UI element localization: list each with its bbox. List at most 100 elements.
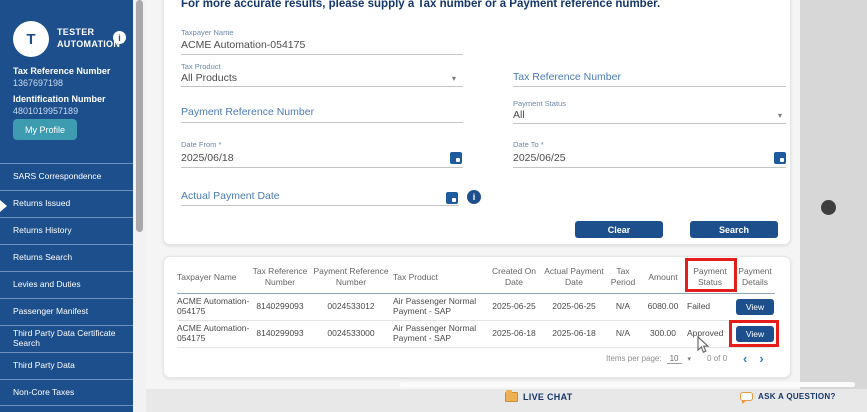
cell-tax-product: Air Passenger Normal Payment - SAP [393,296,477,316]
ask-a-question-label: ASK A QUESTION? [758,392,836,401]
column-payment-details: Payment Details [738,266,772,287]
cell-tax-period: N/A [615,301,631,312]
sidebar-item-passenger-manifest[interactable]: Passenger Manifest [0,298,133,325]
cell-tax-product: Air Passenger Normal Payment - SAP [393,323,477,343]
horizontal-scrollbar[interactable] [400,382,855,387]
page-range: 0 of 0 [707,354,728,363]
vertical-scrollbar-thumb[interactable] [136,0,143,232]
items-per-page-select[interactable]: 10 [666,354,682,364]
clear-button[interactable]: Clear [575,221,663,238]
table-header-divider [177,293,775,294]
sidebar-item-levies-and-duties[interactable]: Levies and Duties [0,271,133,298]
actual-payment-date-input[interactable]: Actual Payment Date [181,190,280,202]
cell-amount: 300.00 [650,328,676,339]
column-amount: Amount [648,271,678,282]
identification-value: 4801019957189 [13,106,79,116]
column-payment-reference-number: Payment Reference Number [313,266,389,287]
sidebar-item-returns-history[interactable]: Returns History [0,217,133,244]
speech-bubble-icon [740,392,753,404]
date-from-label: Date From * [181,140,222,149]
cell-actual-payment-date: 2025-06-18 [552,328,596,339]
taxpayer-name-input[interactable]: ACME Automation-054175 [181,39,306,51]
sidebar-item-sars-correspondence[interactable]: SARS Correspondence [0,163,133,190]
form-heading: For more accurate results, please supply… [181,0,661,10]
cell-amount: 6080.00 [647,301,679,312]
live-chat-icon [505,390,518,402]
column-tax-product: Tax Product [393,271,438,282]
payment-status-label: Payment Status [513,99,566,108]
sidebar-item-returns-search[interactable]: Returns Search [0,244,133,271]
payment-reference-number-underline [181,122,463,123]
column-tax-period: Tax Period [610,266,636,287]
table-row: ACME Automation-054175 8140299093 002453… [177,294,775,321]
cell-tax-reference: 8140299093 [256,328,304,339]
vertical-scrollbar[interactable] [133,0,146,412]
cell-tax-period: N/A [615,328,631,339]
my-profile-button[interactable]: My Profile [13,119,77,140]
table-row: ACME Automation-054175 8140299093 002453… [177,321,775,348]
previous-page-icon[interactable]: ‹ [743,351,748,366]
date-from-input[interactable]: 2025/06/18 [181,152,234,164]
live-chat-button[interactable]: LIVE CHAT [505,390,573,402]
date-to-label: Date To * [513,140,544,149]
items-per-page-label: Items per page: [606,354,662,363]
search-button[interactable]: Search [690,221,778,238]
pagination: Items per page: 10 ▾ 0 of 0 ‹ › [606,352,764,365]
tax-reference-value: 1367697198 [13,78,64,88]
column-tax-reference-number: Tax Reference Number [252,266,308,287]
user-name-line2: AUTOMATION [57,38,121,49]
actual-payment-date-calendar-icon[interactable] [446,192,458,204]
sidebar-pointer-icon [0,200,7,212]
sidebar-item-non-core-taxes[interactable]: Non-Core Taxes [0,379,133,406]
cell-payment-reference: 0024533000 [327,328,375,339]
identification-label: Identification Number [13,94,106,104]
user-name: TESTER AUTOMATION [57,27,120,50]
mouse-cursor-icon [697,336,710,353]
user-name-line1: TESTER [57,27,95,37]
column-payment-status: Payment Status [693,266,727,287]
tax-reference-number-underline [513,86,786,87]
date-to-input[interactable]: 2025/06/25 [513,152,566,164]
cell-actual-payment-date: 2025-06-25 [552,301,596,312]
cell-created-on: 2025-06-18 [492,328,536,339]
sidebar: T TESTER AUTOMATION i Tax Reference Numb… [0,0,133,412]
tax-product-caret-icon[interactable]: ▾ [452,74,457,83]
tax-reference-label: Tax Reference Number [13,66,111,76]
column-created-on-date: Created On Date [492,266,536,287]
tax-reference-number-input[interactable]: Tax Reference Number [513,71,621,83]
view-button-row-2[interactable]: View [736,326,774,342]
ask-a-question-button[interactable]: ASK A QUESTION? [740,392,836,404]
next-page-icon[interactable]: › [759,351,764,366]
avatar: T [13,21,49,57]
highlight-box-payment-status [685,258,737,292]
cell-taxpayer-name: ACME Automation-054175 [177,323,250,343]
view-button-row-1[interactable]: View [736,299,774,315]
cell-taxpayer-name: ACME Automation-054175 [177,296,250,316]
taxpayer-name-label: Taxpayer Name [181,28,234,37]
date-from-underline [181,167,463,168]
cell-payment-status: Approved [687,328,724,339]
payment-reference-number-input[interactable]: Payment Reference Number [181,106,315,118]
cell-payment-reference: 0024533012 [327,301,375,312]
column-actual-payment-date: Actual Payment Date [544,266,604,287]
tax-product-label: Tax Product [181,62,221,71]
sidebar-item-third-party-data-certificate-search[interactable]: Third Party Data Certificate Search [0,325,133,352]
actual-payment-date-underline [181,205,459,206]
highlight-box-view-button [729,320,779,347]
date-to-calendar-icon[interactable] [774,152,786,164]
payment-status-caret-icon[interactable]: ▾ [778,111,783,120]
user-info-icon[interactable]: i [113,31,126,44]
cell-created-on: 2025-06-25 [492,301,536,312]
actual-payment-date-info-icon[interactable]: i [467,190,481,204]
sidebar-item-third-party-data[interactable]: Third Party Data [0,352,133,379]
tax-product-select[interactable]: All Products [181,72,238,84]
sidebar-item-returns-issued[interactable]: Returns Issued [0,190,133,217]
taxpayer-name-underline [181,54,463,55]
side-handle-icon [821,200,836,215]
payment-status-select[interactable]: All [513,109,525,121]
items-per-page-caret-icon[interactable]: ▾ [687,355,692,363]
live-chat-label: LIVE CHAT [523,392,573,402]
sidebar-menu: SARS Correspondence Returns Issued Retur… [0,163,133,406]
date-from-calendar-icon[interactable] [450,152,462,164]
